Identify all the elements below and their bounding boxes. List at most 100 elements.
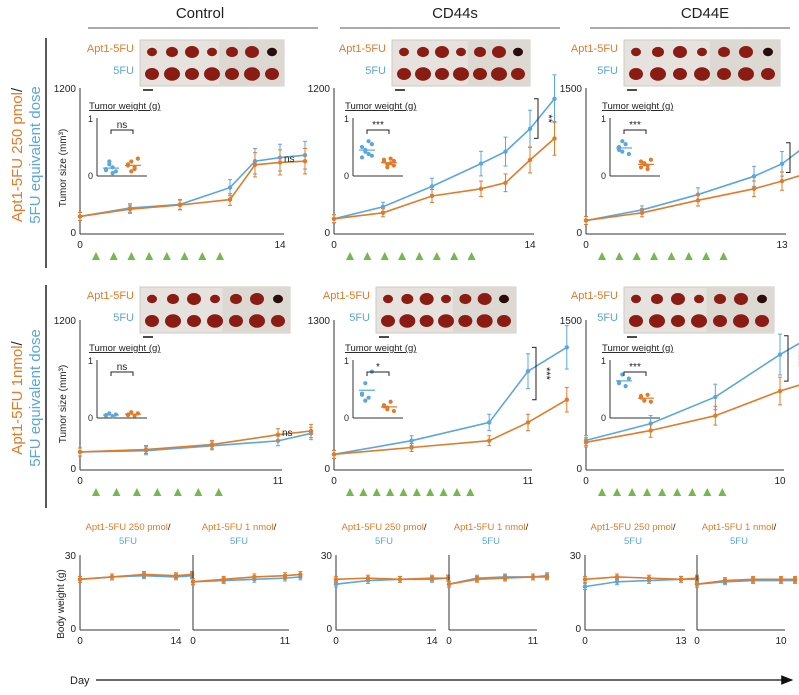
data-point-apt <box>695 198 701 203</box>
data-point-apt <box>277 160 283 165</box>
treatment-triangle <box>650 252 659 260</box>
inset-point-apt <box>648 399 654 404</box>
inset-point-apt <box>642 398 647 403</box>
row-label-2-apt: Apt1-5FU 1nmol <box>9 345 26 454</box>
body-title-5fu: 5FU <box>119 536 137 547</box>
photo-label-apt: Apt1-5FU <box>571 43 618 55</box>
treatment-triangle <box>216 252 224 260</box>
sig-label: ** <box>542 114 554 123</box>
inset-point-5fu <box>623 142 628 147</box>
x-tick-label: 0 <box>190 636 196 647</box>
inset-point-apt <box>132 165 137 170</box>
data-point-apt <box>409 445 414 450</box>
inset-point-apt <box>129 410 134 415</box>
column-header-cd44e: CD44E <box>681 5 729 22</box>
tumor-sample <box>631 47 641 57</box>
inset-point-apt <box>135 156 140 161</box>
y-axis-title-row2: Tumor size (mm³) <box>58 365 69 444</box>
treatment-triangle <box>667 252 676 260</box>
inset-point-apt <box>385 165 390 170</box>
y-tick-label: 0 <box>576 228 582 239</box>
y-axis-title-body: Body weight (g) <box>56 569 67 638</box>
data-point-apt <box>77 449 83 455</box>
tumor-sample <box>511 68 525 80</box>
treatment-triangle <box>363 252 372 260</box>
inset-point-5fu <box>110 165 115 170</box>
sig-label: **** <box>792 350 799 368</box>
tumor-sample <box>694 67 710 81</box>
body-panel-title: Apt1-5FU 1 nmol/ <box>454 522 529 533</box>
data-point-5fu <box>333 582 339 587</box>
tumor-sample <box>267 47 277 57</box>
data-point-5fu <box>487 420 492 425</box>
x-tick-label: 0 <box>77 636 83 647</box>
treatment-triangle <box>346 252 354 260</box>
data-point-apt <box>221 577 226 582</box>
photo-label-apt: Apt1-5FU <box>87 290 134 302</box>
body-panel-title: Apt1-5FU 1 nmol/ <box>202 522 277 533</box>
day-label: Day <box>70 675 90 687</box>
tumor-sample <box>473 68 487 80</box>
series-line-5fu <box>79 154 306 218</box>
inset-title: Tumor weight (g) <box>345 343 416 354</box>
data-point-apt <box>429 193 435 199</box>
data-point-apt <box>227 197 233 202</box>
data-point-apt <box>646 575 652 581</box>
data-point-apt <box>331 216 337 221</box>
tumor-sample <box>673 46 687 58</box>
inset-point-apt <box>645 166 650 172</box>
data-point-5fu <box>777 352 783 357</box>
treatment-triangle <box>92 252 100 260</box>
photo-label-apt: Apt1-5FU <box>339 43 386 55</box>
tumor-sample <box>164 67 180 81</box>
inset-sig-label: *** <box>372 120 384 131</box>
x-tick-label: 0 <box>331 240 337 251</box>
tumor-sample <box>453 67 469 81</box>
tumor-sample <box>244 67 260 81</box>
treatment-triangle <box>372 488 381 496</box>
y-axis-title-row1: Tumor size (mm³) <box>58 129 69 208</box>
data-point-apt <box>583 440 589 445</box>
inset-point-5fu <box>620 149 625 154</box>
treatment-triangle <box>719 252 728 260</box>
inset-sig-label: ns <box>117 120 128 131</box>
sig-bracket <box>784 335 789 382</box>
data-point-apt <box>77 577 83 582</box>
data-point-5fu <box>779 161 785 167</box>
tumor-sample <box>713 315 727 327</box>
data-point-apt <box>275 432 281 437</box>
data-point-apt <box>209 442 215 447</box>
inset-point-apt <box>638 393 644 399</box>
data-point-apt <box>527 157 533 163</box>
tumor-sample <box>739 46 753 58</box>
treatment-triangle <box>162 252 171 260</box>
inset-point-apt <box>135 411 140 416</box>
tumor-sample <box>435 68 449 80</box>
data-point-apt <box>298 572 303 577</box>
body-title-slash: / <box>526 522 529 533</box>
data-point-apt <box>564 397 569 402</box>
tumor-sample <box>717 68 731 80</box>
data-point-5fu <box>429 184 435 189</box>
data-point-5fu <box>527 126 533 131</box>
sig-label: ** <box>794 153 799 162</box>
treatment-triangle <box>109 252 118 260</box>
tumor-sample <box>652 46 664 58</box>
inset-sig-bracket <box>110 129 134 134</box>
y-tick-label: 1300 <box>308 316 331 327</box>
y-tick-label: 0 <box>324 464 330 475</box>
tumor-sample <box>399 47 409 57</box>
data-point-apt <box>331 452 337 457</box>
data-point-apt <box>751 186 757 191</box>
inset-point-5fu <box>107 162 112 167</box>
data-point-apt <box>77 214 83 219</box>
data-point-5fu <box>564 345 569 350</box>
data-point-apt <box>713 413 718 418</box>
inset-point-5fu <box>103 413 109 418</box>
treatment-triangle <box>432 252 441 260</box>
tumor-sample <box>165 314 181 328</box>
data-point-apt <box>777 388 783 394</box>
y-tick-label: 0 <box>324 228 330 239</box>
treatment-triangle <box>399 488 408 496</box>
data-point-apt <box>478 186 484 191</box>
